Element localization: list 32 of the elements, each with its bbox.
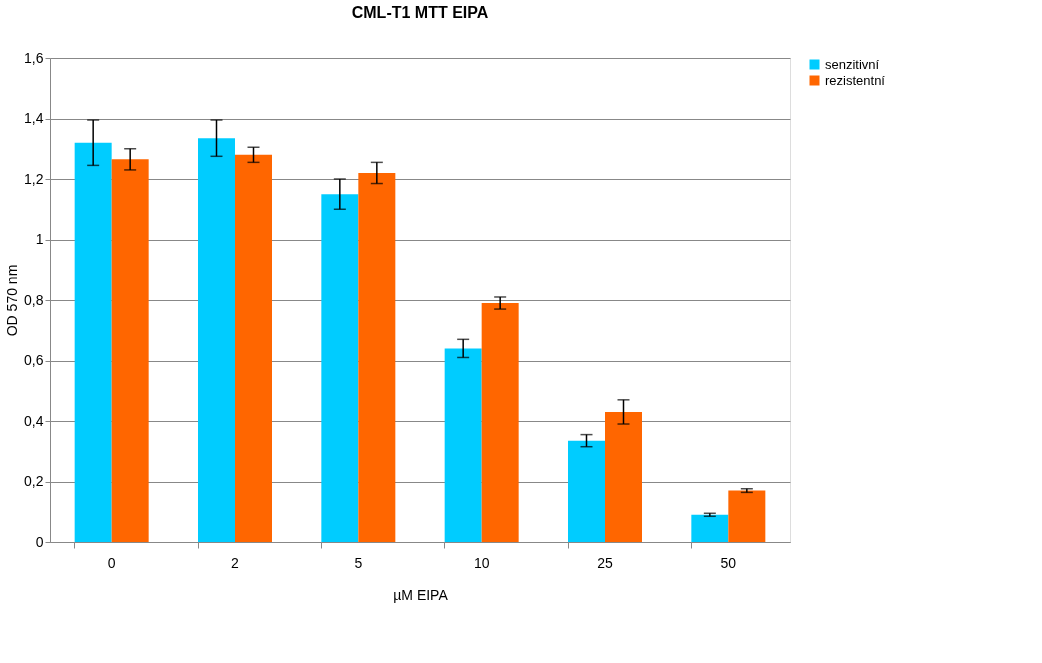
y-tick-label: 1 (35, 231, 44, 247)
x-tick-label: 10 (473, 554, 490, 571)
bar (605, 411, 642, 542)
x-tick-label: 2 (231, 554, 240, 571)
bar (198, 138, 235, 542)
x-tick-label: 25 (597, 554, 613, 571)
y-tick-label: 0,8 (24, 291, 44, 308)
legend-label: rezistentní (825, 72, 886, 88)
bar (691, 514, 729, 542)
x-tick-label: 0 (107, 554, 116, 571)
y-tick-label: 1,6 (24, 49, 44, 66)
bar (111, 159, 149, 542)
y-tick-label: 0,6 (24, 352, 44, 368)
y-tick-label: 1,4 (24, 110, 44, 126)
x-tick-label: 50 (720, 554, 737, 571)
x-tick-label: 5 (354, 554, 363, 571)
bar (74, 142, 112, 542)
bar (481, 303, 519, 542)
bar (358, 172, 396, 542)
bar (568, 440, 605, 542)
y-tick-label: 0,2 (24, 473, 44, 489)
bar (728, 490, 766, 542)
y-tick-label: 1,2 (24, 170, 44, 187)
bar (235, 154, 272, 542)
y-tick-label: 0 (35, 533, 44, 550)
y-tick-label: 0,4 (24, 412, 44, 429)
y-axis-title: OD 570 nm (4, 264, 21, 337)
x-axis-title: µM EIPA (393, 586, 449, 603)
bar (321, 194, 359, 542)
bar (444, 348, 482, 542)
chart-title: CML-T1 MTT EIPA (351, 4, 489, 21)
legend-label: senzitivní (825, 56, 880, 72)
